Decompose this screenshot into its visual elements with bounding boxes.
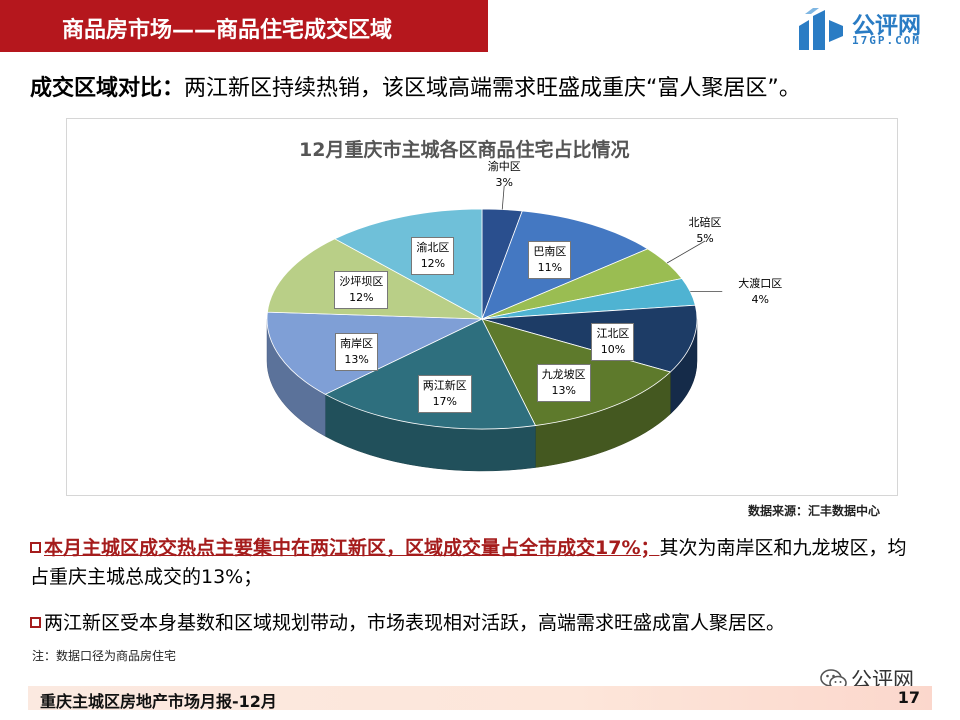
pie-label-value: 12% <box>420 256 446 270</box>
pie-label-name: 九龙坡区 <box>541 367 586 381</box>
pie-slice-4 <box>481 304 698 373</box>
pie-leader-line-0 <box>501 185 505 210</box>
bullet-1-highlight: 本月主城区成交热点主要集中在两江新区，区域成交量占全市成交17%； <box>44 537 660 559</box>
footer-title: 重庆主城区房地产市场月报-12月 <box>40 692 277 711</box>
page-title: 商品房市场——商品住宅成交区域 <box>62 18 393 43</box>
pie-label-name: 巴南区 <box>533 245 567 259</box>
bullet-square-icon <box>30 617 41 628</box>
pie-label-value: 4% <box>751 292 769 306</box>
pie-label-value: 11% <box>537 261 563 275</box>
pie-label-0: 渝中区 3% <box>488 159 521 191</box>
pie-slice-9 <box>333 208 483 320</box>
logo-domain: 17GP.COM <box>852 34 921 47</box>
pie-label-name: 大渡口区 <box>738 276 783 290</box>
bullet-1-text: 其次为南岸区和九龙坡区，均占重庆主城总成交的13%； <box>30 537 907 588</box>
logo-name: 公评网 <box>852 13 921 39</box>
pie-slice-6 <box>324 318 537 430</box>
pie-label-value: 5% <box>696 232 714 245</box>
bullet-square-icon <box>30 542 41 553</box>
pie-label-name: 渝中区 <box>487 160 521 174</box>
pie-leader-line-2 <box>666 240 706 264</box>
pie-label-value: 13% <box>344 353 369 367</box>
header-bar: 商品房市场——商品住宅成交区域 <box>0 0 488 52</box>
headline-label: 成交区域对比： <box>30 76 185 101</box>
pie-label-4: 江北区 10% <box>591 322 635 361</box>
footnote: 注：数据口径为商品房住宅 <box>32 649 177 663</box>
pie-label-value: 10% <box>600 342 626 356</box>
page-number: 17 <box>897 688 920 707</box>
pie-label-name: 南岸区 <box>340 337 374 351</box>
pie-label-value: 17% <box>432 395 458 409</box>
pie-label-name: 渝北区 <box>416 240 450 254</box>
pie-label-5: 九龙坡区 13% <box>536 363 591 402</box>
pie-label-3: 大渡口区 4% <box>738 276 782 308</box>
data-source: 数据来源：汇丰数据中心 <box>748 504 881 518</box>
pie-label-name: 北碚区 <box>688 216 722 229</box>
footer-bar: 重庆主城区房地产市场月报-12月 17 <box>28 686 932 711</box>
pie-label-value: 12% <box>349 290 374 304</box>
pie-label-name: 沙坪坝区 <box>339 274 384 288</box>
headline-text: 两江新区持续热销，该区域高端需求旺盛成重庆“富人聚居区”。 <box>184 76 801 101</box>
bullet-2-text: 两江新区受本身基数和区域规划带动，市场表现相对活跃，高端需求旺盛成富人聚居区。 <box>44 612 786 634</box>
logo: 公评网 17GP.COM <box>795 6 945 54</box>
bullet-2: 两江新区受本身基数和区域规划带动，市场表现相对活跃，高端需求旺盛成富人聚居区。 <box>30 609 910 638</box>
pie-label-name: 两江新区 <box>422 379 467 393</box>
headline: 成交区域对比：两江新区持续热销，该区域高端需求旺盛成重庆“富人聚居区”。 <box>30 70 801 102</box>
logo-mark-icon <box>799 8 843 50</box>
pie-label-1: 巴南区 11% <box>528 241 572 280</box>
pie-label-value: 13% <box>551 383 576 397</box>
pie-label-value: 3% <box>495 176 513 190</box>
pie-label-6: 两江新区 17% <box>417 375 472 414</box>
pie-label-2: 北碚区 5% <box>689 215 722 247</box>
bullet-1: 本月主城区成交热点主要集中在两江新区，区域成交量占全市成交17%；其次为南岸区和… <box>30 534 910 592</box>
pie-label-8: 沙坪坝区 12% <box>334 270 389 309</box>
pie-label-9: 渝北区 12% <box>411 236 455 275</box>
pie-label-name: 江北区 <box>596 326 630 340</box>
pie-label-7: 南岸区 13% <box>335 333 379 372</box>
pie-chart: 12月重庆市主城各区商品住宅占比情况 渝中区 3% 巴南区 11% 北碚区 5% 大渡口区 4… <box>66 118 898 496</box>
chart-title: 12月重庆市主城各区商品住宅占比情况 <box>299 139 630 161</box>
